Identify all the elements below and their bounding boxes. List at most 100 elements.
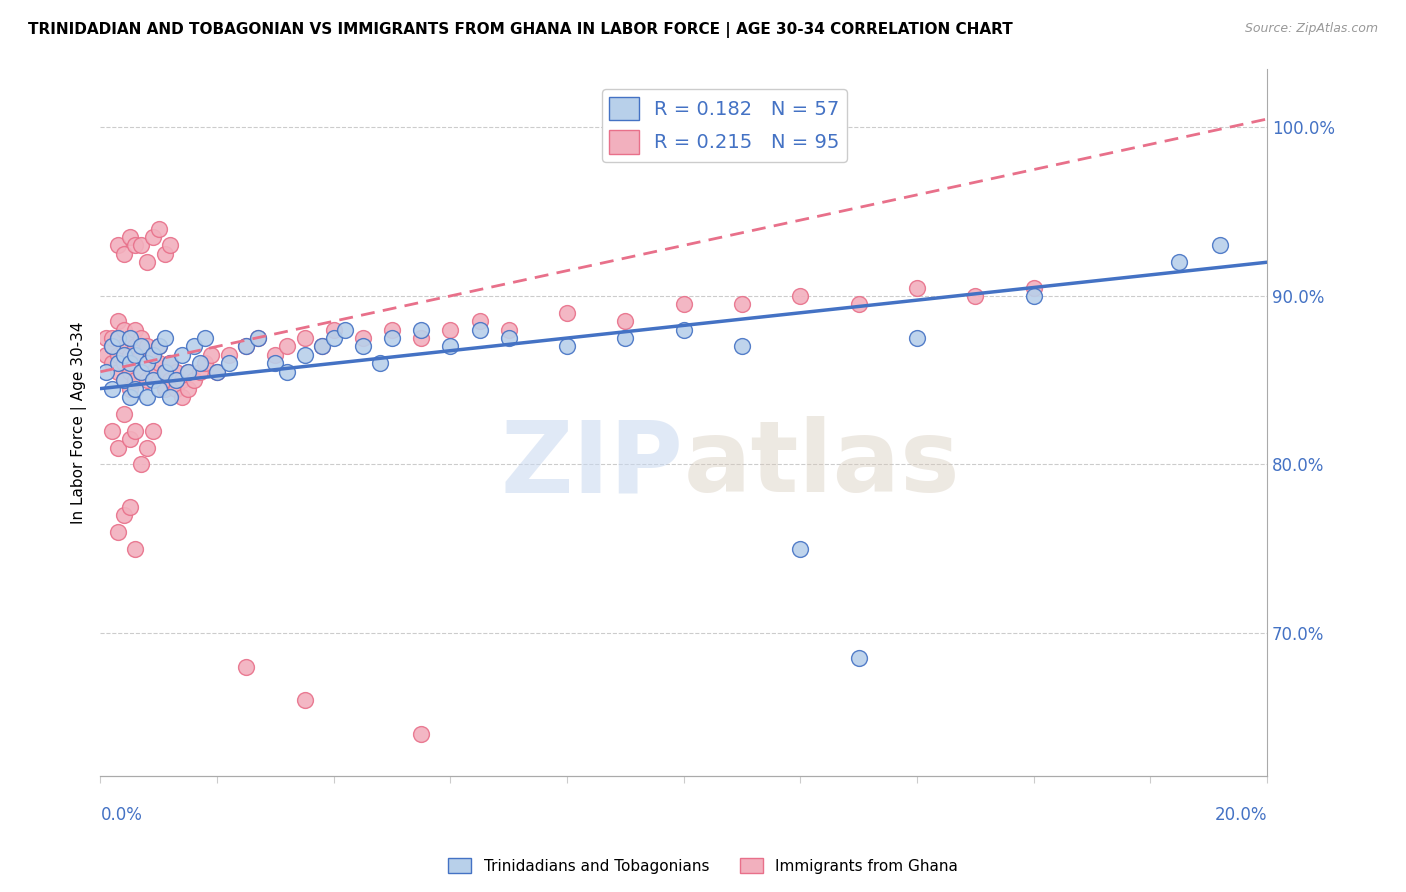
Point (322, 323, 344, 337)
Point (124, 382, 146, 396)
Point (101, 339, 124, 353)
Point (142, 348, 165, 362)
Point (439, 339, 461, 353)
Point (165, 365, 187, 379)
Point (672, 297, 695, 311)
Point (129, 331, 152, 345)
Point (107, 348, 129, 362)
Point (183, 339, 205, 353)
Point (276, 365, 298, 379)
Point (148, 382, 170, 396)
Text: TRINIDADIAN AND TOBAGONIAN VS IMMIGRANTS FROM GHANA IN LABOR FORCE | AGE 30-34 C: TRINIDADIAN AND TOBAGONIAN VS IMMIGRANTS… (28, 22, 1012, 38)
Point (498, 331, 520, 345)
Point (555, 339, 578, 353)
Point (142, 230, 165, 244)
Point (439, 323, 461, 337)
Point (177, 382, 200, 396)
Point (124, 323, 146, 337)
Point (172, 373, 194, 387)
Point (129, 238, 152, 252)
Text: ZIP: ZIP (501, 417, 683, 513)
Point (118, 382, 141, 396)
Point (118, 348, 141, 362)
Point (153, 382, 176, 396)
Point (129, 339, 152, 353)
Point (235, 339, 257, 353)
Point (264, 356, 287, 370)
Point (188, 356, 211, 370)
Point (112, 247, 135, 261)
Point (153, 331, 176, 345)
Point (194, 356, 217, 370)
Point (235, 659, 257, 673)
Point (177, 365, 200, 379)
Point (112, 356, 135, 370)
Point (205, 365, 228, 379)
Point (159, 373, 181, 387)
Point (335, 323, 357, 337)
Point (112, 339, 135, 353)
Text: Source: ZipAtlas.com: Source: ZipAtlas.com (1244, 22, 1378, 36)
Point (136, 255, 159, 269)
Point (136, 373, 159, 387)
Point (205, 365, 228, 379)
Point (129, 458, 152, 472)
Point (112, 373, 135, 387)
Point (153, 365, 176, 379)
Point (118, 500, 141, 514)
Point (177, 365, 200, 379)
Point (235, 339, 257, 353)
Point (965, 289, 987, 303)
Point (118, 365, 141, 379)
Point (294, 693, 316, 707)
Point (370, 356, 392, 370)
Point (124, 424, 146, 438)
Point (411, 323, 433, 337)
Point (352, 331, 374, 345)
Point (96, 348, 118, 362)
Point (246, 331, 269, 345)
Point (118, 331, 141, 345)
Point (159, 356, 181, 370)
Point (153, 365, 176, 379)
Point (101, 331, 124, 345)
Point (142, 373, 165, 387)
Point (101, 356, 124, 370)
Point (905, 331, 928, 345)
Point (905, 280, 928, 294)
Point (142, 365, 165, 379)
Point (124, 373, 146, 387)
Point (96, 331, 118, 345)
Point (101, 424, 124, 438)
Point (136, 441, 159, 455)
Point (172, 390, 194, 404)
Legend: R = 0.182   N = 57, R = 0.215   N = 95: R = 0.182 N = 57, R = 0.215 N = 95 (602, 89, 848, 161)
Point (124, 356, 146, 370)
Point (614, 331, 637, 345)
Point (188, 365, 211, 379)
Text: 0.0%: 0.0% (100, 806, 142, 824)
Point (848, 651, 870, 665)
Point (194, 331, 217, 345)
Point (322, 331, 344, 345)
Point (129, 365, 152, 379)
Point (411, 331, 433, 345)
Point (294, 331, 316, 345)
Point (107, 331, 129, 345)
Point (218, 348, 240, 362)
Point (124, 348, 146, 362)
Point (118, 432, 141, 446)
Point (118, 331, 141, 345)
Point (107, 356, 129, 370)
Point (142, 348, 165, 362)
Point (101, 382, 124, 396)
Point (159, 390, 181, 404)
Point (148, 221, 170, 235)
Point (148, 339, 170, 353)
Point (294, 348, 316, 362)
Point (118, 230, 141, 244)
Point (789, 289, 811, 303)
Point (124, 339, 146, 353)
Point (107, 441, 129, 455)
Point (264, 348, 287, 362)
